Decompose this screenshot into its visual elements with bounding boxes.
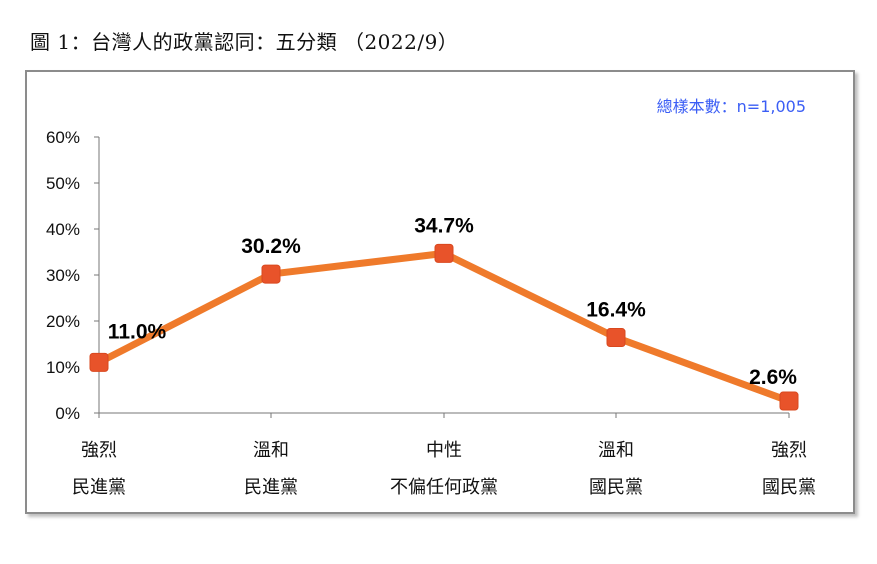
x-category-label-line1: 中性 [426,440,462,461]
data-label: 34.7% [414,214,474,237]
data-label: 16.4% [586,299,646,322]
y-tick-label: 30% [46,266,80,285]
chart-frame [25,70,855,514]
x-category-label-line2: 國民黨 [762,477,816,498]
x-category-label-line2: 不偏任何政黨 [390,477,498,498]
x-category-label-line2: 國民黨 [589,477,643,498]
y-tick-label: 10% [46,358,80,377]
data-label: 2.6% [749,366,797,389]
sample-size-annotation: 總樣本數：n=1,005 [657,97,806,116]
data-point-marker [606,328,626,348]
y-tick-label: 40% [46,220,80,239]
x-category-label-line1: 強烈 [81,440,117,461]
data-label: 30.2% [241,235,301,258]
x-category-label-line1: 溫和 [253,440,289,461]
data-point-marker [779,391,799,411]
y-tick-label: 60% [46,128,80,147]
series-line [95,249,793,405]
x-category-label-line2: 民進黨 [72,477,126,498]
x-category-label-line1: 溫和 [598,440,634,461]
data-label: 11.0% [108,320,167,343]
data-point-marker [261,264,281,284]
x-category-label-line1: 強烈 [771,440,807,461]
y-tick-label: 0% [55,404,80,423]
y-tick-label: 20% [46,312,80,331]
data-point-marker [89,352,109,372]
x-category-label-line2: 民進黨 [244,477,298,498]
figure-caption: 圖 1：台灣人的政黨認同：五分類 （2022/9） [30,30,459,54]
y-tick-label: 50% [46,174,80,193]
data-point-marker [434,243,454,263]
